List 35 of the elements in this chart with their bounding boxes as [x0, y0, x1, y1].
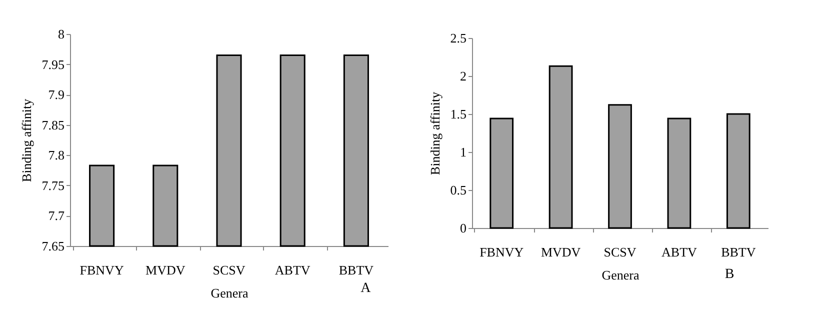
text: B	[724, 267, 734, 282]
y-tick-label: 1.5	[450, 106, 466, 122]
y-tick-label: 7.85	[42, 117, 64, 132]
y-tick-label: 1	[460, 144, 466, 160]
x-tick-label: BBTV	[721, 244, 756, 260]
bar	[667, 118, 692, 229]
y-tick-label: 0	[460, 220, 466, 236]
y-tick-label: 7.95	[42, 56, 64, 72]
x-tick-label: MVDV	[540, 244, 582, 260]
x-tick-label: ABTV	[274, 262, 311, 278]
text: A	[360, 281, 372, 296]
bar	[548, 65, 573, 229]
bar	[490, 118, 514, 229]
y-tick-label: 2	[460, 68, 466, 84]
x-axis-title: Genera	[602, 268, 640, 282]
y-tick-label: 7.9	[48, 87, 64, 102]
bar	[726, 113, 750, 229]
y-tick-label: 7.7	[48, 208, 65, 224]
x-tick-label: SCSV	[604, 244, 637, 260]
y-tick-label: 7.65	[42, 238, 64, 254]
y-axis-title: Binding affinity	[18, 98, 34, 182]
x-axis-title: Genera	[210, 286, 248, 300]
y-tick-label: 2.5	[450, 30, 466, 46]
y-axis-title: Binding affinity	[427, 91, 442, 176]
bar	[608, 104, 632, 229]
x-tick-label: ABTV	[662, 244, 698, 260]
y-tick-label: 7.8	[48, 148, 64, 163]
x-tick-label: SCSV	[212, 262, 246, 278]
y-tick-label: 8	[58, 26, 64, 42]
x-tick-label: FBNVY	[480, 244, 524, 260]
x-tick-label: BBTV	[338, 262, 374, 278]
x-tick-label: MVDV	[146, 262, 186, 278]
x-tick-label: FBNVY	[80, 262, 124, 278]
y-tick-label: 0.5	[450, 182, 466, 198]
y-tick-label: 7.75	[42, 178, 64, 193]
